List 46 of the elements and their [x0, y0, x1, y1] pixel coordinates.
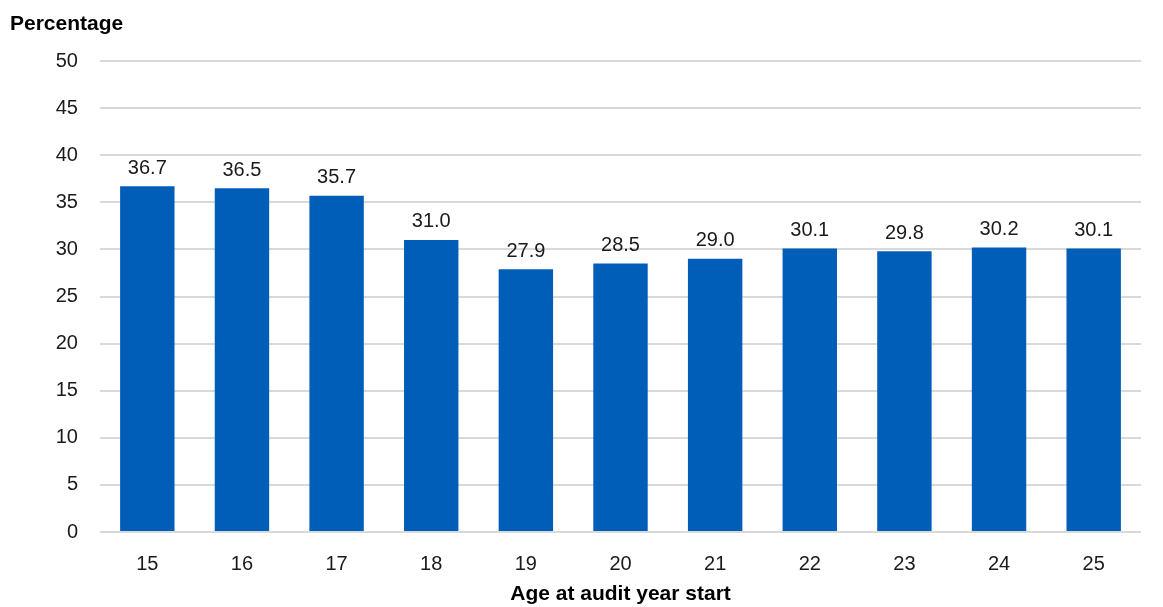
y-tick-label: 10 — [55, 425, 78, 448]
x-tick-label: 20 — [609, 551, 632, 574]
x-tick-label: 19 — [514, 551, 537, 574]
data-label: 30.2 — [979, 217, 1019, 240]
bar — [1066, 248, 1121, 531]
y-tick-label: 0 — [66, 519, 78, 542]
bar — [309, 195, 364, 531]
x-tick-label: 17 — [325, 551, 348, 574]
bar — [877, 251, 932, 531]
y-tick-label: 25 — [55, 284, 78, 307]
data-label: 36.7 — [127, 155, 167, 178]
y-axis-title: Percentage — [10, 10, 124, 34]
x-axis-title: Age at audit year start — [510, 581, 731, 605]
data-label: 36.5 — [222, 157, 262, 180]
y-tick-label: 50 — [55, 48, 78, 71]
data-label: 27.9 — [506, 238, 546, 261]
bar — [971, 247, 1027, 531]
x-tick-label: 21 — [704, 551, 727, 574]
x-tick-label: 18 — [420, 551, 443, 574]
y-tick-label: 45 — [55, 95, 78, 118]
x-tick-label: 15 — [136, 551, 159, 574]
y-tick-label: 5 — [66, 472, 78, 495]
bar — [593, 263, 648, 531]
bar — [782, 248, 837, 531]
data-label: 30.1 — [1074, 217, 1114, 240]
x-tick-label: 25 — [1082, 551, 1105, 574]
bar — [214, 188, 270, 531]
y-tick-label: 40 — [55, 142, 78, 165]
x-tick-label: 22 — [798, 551, 821, 574]
bar — [498, 269, 554, 531]
bar — [687, 258, 743, 531]
data-label: 29.8 — [884, 220, 924, 243]
y-tick-label: 30 — [55, 236, 78, 259]
y-tick-label: 15 — [55, 378, 78, 401]
data-label: 31.0 — [411, 209, 451, 232]
bar — [120, 186, 175, 531]
bar — [404, 239, 459, 531]
x-tick-label: 16 — [230, 551, 254, 574]
y-tick-label: 35 — [55, 189, 78, 212]
data-label: 28.5 — [601, 233, 640, 256]
data-label: 35.7 — [317, 165, 357, 188]
x-tick-label: 23 — [893, 551, 916, 574]
data-label: 29.0 — [695, 228, 735, 251]
data-label: 30.1 — [790, 217, 830, 240]
y-tick-label: 20 — [55, 331, 78, 354]
x-tick-label: 24 — [987, 551, 1011, 574]
